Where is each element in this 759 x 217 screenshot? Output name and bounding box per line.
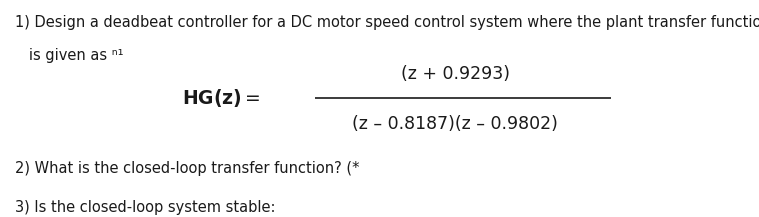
Text: is given as ⁿ¹: is given as ⁿ¹ [15,48,124,63]
Text: (z – 0.8187)(z – 0.9802): (z – 0.8187)(z – 0.9802) [352,115,559,133]
Text: (z + 0.9293): (z + 0.9293) [401,65,510,83]
Text: $\mathbf{HG(z)} =$: $\mathbf{HG(z)} =$ [182,87,260,109]
Text: 1) Design a deadbeat controller for a DC motor speed control system where the pl: 1) Design a deadbeat controller for a DC… [15,15,759,30]
Text: 2) What is the closed-loop transfer function? (*: 2) What is the closed-loop transfer func… [15,161,360,176]
Text: 3) Is the closed-loop system stable:: 3) Is the closed-loop system stable: [15,200,276,215]
